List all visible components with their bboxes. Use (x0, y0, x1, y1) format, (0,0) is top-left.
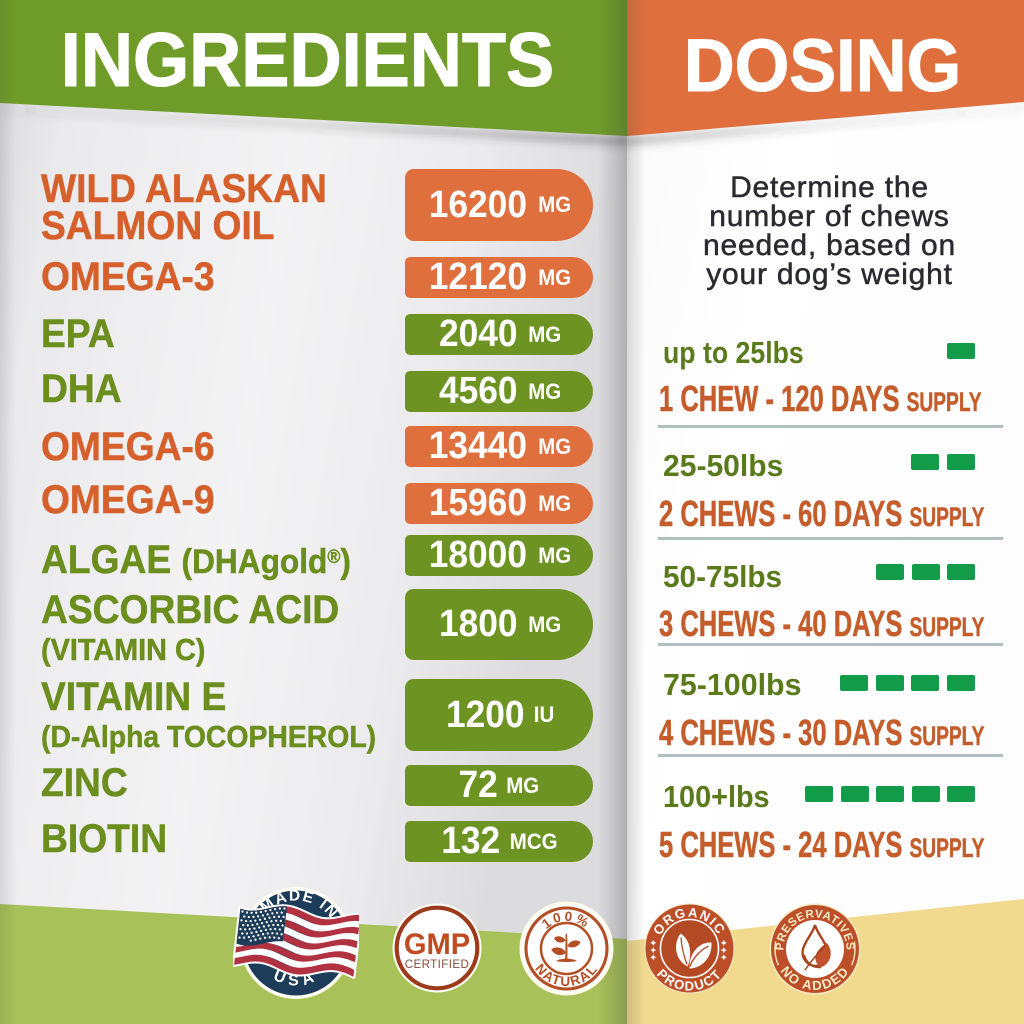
svg-text:GMP: GMP (404, 928, 470, 961)
svg-text:CERTIFIED: CERTIFIED (405, 958, 470, 971)
